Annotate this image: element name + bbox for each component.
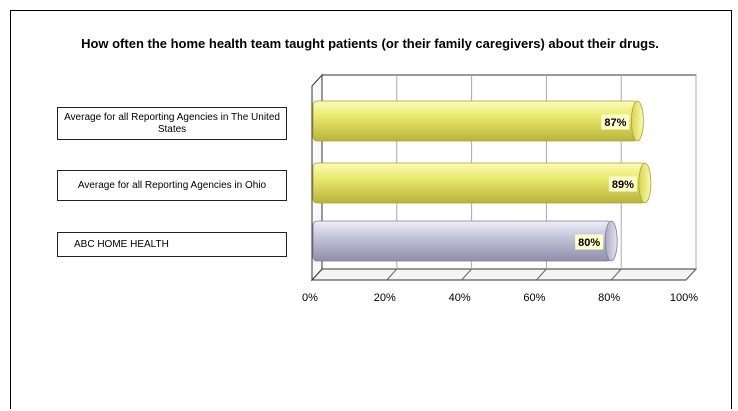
floor-gridline: [610, 268, 622, 281]
plot-floor: [310, 268, 698, 281]
bar-body: [312, 220, 612, 262]
x-axis-ticks: 0% 20% 40% 60% 80% 100%: [302, 292, 698, 304]
chart-title: How often the home health team taught pa…: [81, 36, 659, 51]
value-label: 80%: [578, 237, 600, 249]
value-label: 89%: [612, 179, 634, 191]
bars-group: 87% 89% 80%: [312, 100, 652, 262]
bar-end-cap: [630, 100, 644, 142]
x-tick-label: 80%: [598, 292, 620, 304]
bar: 80%: [312, 220, 618, 262]
x-tick-label: 60%: [523, 292, 545, 304]
value-label-bg: [575, 234, 604, 250]
value-label-bg: [608, 176, 637, 192]
x-tick-label: 0%: [302, 292, 318, 304]
bar-end-cap: [604, 220, 618, 262]
x-tick-label: 100%: [670, 292, 698, 304]
floor-gridline: [536, 268, 547, 281]
category-label-abc: ABC HOME HEALTH: [57, 232, 287, 257]
category-label-us: Average for all Reporting Agencies in Th…: [57, 107, 287, 140]
floor-gridline: [685, 268, 697, 281]
x-tick-label: 20%: [374, 292, 396, 304]
bar-end-cap: [638, 162, 652, 204]
value-label-bg: [601, 114, 630, 130]
value-label: 87%: [604, 117, 626, 129]
floor-gridline: [386, 268, 398, 281]
category-label-ohio: Average for all Reporting Agencies in Oh…: [57, 170, 287, 201]
floor-gridline: [461, 268, 472, 281]
bar: 89%: [312, 162, 652, 204]
x-tick-label: 40%: [449, 292, 471, 304]
bar: 87%: [312, 100, 644, 142]
bar-body: [312, 100, 638, 142]
bar-body: [312, 162, 646, 204]
chart-frame: [10, 10, 732, 409]
